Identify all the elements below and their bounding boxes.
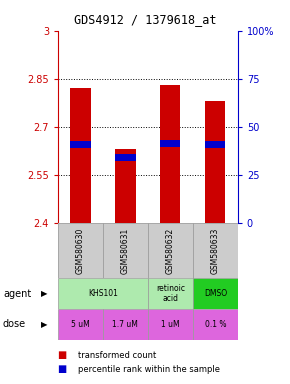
Text: percentile rank within the sample: percentile rank within the sample — [78, 365, 220, 374]
Text: GSM580633: GSM580633 — [211, 227, 220, 274]
Bar — [193, 309, 238, 340]
Bar — [58, 309, 103, 340]
Bar — [58, 223, 103, 278]
Bar — [115, 149, 135, 223]
Bar — [70, 141, 90, 148]
Text: GSM580632: GSM580632 — [166, 227, 175, 274]
Bar — [160, 85, 180, 223]
Bar — [58, 278, 148, 309]
Bar — [103, 223, 148, 278]
Text: KHS101: KHS101 — [88, 289, 118, 298]
Text: ▶: ▶ — [41, 289, 47, 298]
Text: DMSO: DMSO — [204, 289, 227, 298]
Text: ■: ■ — [58, 350, 70, 360]
Bar — [193, 278, 238, 309]
Bar — [70, 88, 90, 223]
Text: GSM580630: GSM580630 — [76, 227, 85, 274]
Bar — [103, 309, 148, 340]
Bar — [160, 140, 180, 147]
Bar — [193, 223, 238, 278]
Bar — [115, 154, 135, 161]
Text: 1.7 uM: 1.7 uM — [113, 320, 138, 329]
Text: agent: agent — [3, 289, 31, 299]
Text: 0.1 %: 0.1 % — [204, 320, 226, 329]
Text: GDS4912 / 1379618_at: GDS4912 / 1379618_at — [74, 13, 216, 26]
Bar — [148, 309, 193, 340]
Bar — [205, 141, 225, 149]
Text: dose: dose — [3, 319, 26, 329]
Text: ■: ■ — [58, 364, 70, 374]
Text: transformed count: transformed count — [78, 351, 157, 360]
Text: retinoic
acid: retinoic acid — [156, 284, 185, 303]
Text: 1 uM: 1 uM — [161, 320, 180, 329]
Bar — [148, 278, 193, 309]
Text: ▶: ▶ — [41, 320, 47, 329]
Text: 5 uM: 5 uM — [71, 320, 90, 329]
Bar — [205, 101, 225, 223]
Text: GSM580631: GSM580631 — [121, 227, 130, 274]
Bar — [148, 223, 193, 278]
